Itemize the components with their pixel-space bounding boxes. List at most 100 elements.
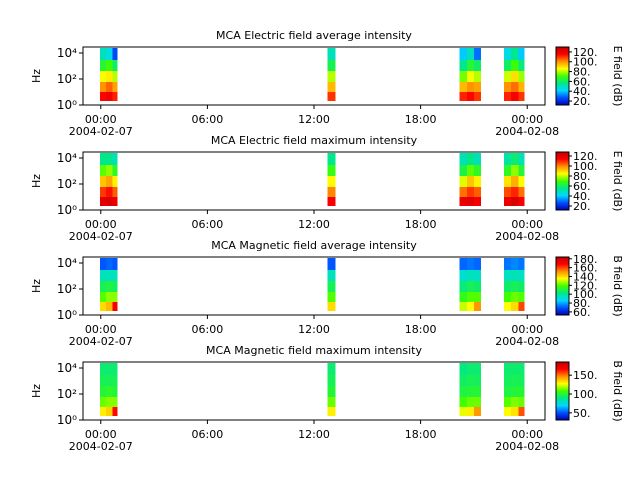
heatmap-cell: [99, 291, 107, 303]
colorbar-swatch: [556, 304, 569, 306]
colorbar-swatch: [556, 71, 569, 73]
colorbar-tick-label: 100.: [573, 160, 598, 173]
panel-title: MCA Electric field maximum intensity: [211, 134, 418, 147]
heatmap-cell: [518, 269, 525, 282]
colorbar-swatch: [556, 186, 569, 188]
heatmap-cell: [504, 81, 512, 93]
heatmap-cell: [473, 152, 482, 165]
heatmap-cell: [504, 176, 512, 187]
colorbar-swatch: [556, 275, 569, 277]
heatmap-cell: [327, 257, 336, 270]
x-tick-label: 06:00: [192, 428, 224, 441]
colorbar-swatch: [556, 205, 569, 207]
colorbar-swatch: [556, 400, 569, 402]
colorbar-swatch: [556, 88, 569, 90]
heatmap-cell: [473, 257, 482, 270]
colorbar-swatch: [556, 381, 569, 383]
heatmap-cell: [459, 291, 467, 303]
colorbar-swatch: [556, 384, 569, 386]
colorbar-swatch: [556, 310, 569, 312]
y-tick-label: 10⁰: [57, 308, 77, 322]
heatmap-cell: [518, 374, 525, 387]
heatmap-cell: [459, 386, 467, 397]
heatmap-cell: [327, 47, 336, 60]
heatmap-cell: [327, 152, 336, 165]
heatmap-cell: [99, 186, 107, 198]
colorbar-tick-label: 140.: [573, 270, 598, 283]
colorbar-swatch: [556, 371, 569, 373]
colorbar-swatch: [556, 415, 569, 417]
heatmap-cell: [511, 152, 519, 165]
colorbar-tick-label: 160.: [573, 262, 598, 275]
colorbar-swatch: [556, 69, 569, 71]
heatmap-cell: [327, 386, 336, 397]
heatmap-cell: [459, 302, 467, 312]
heatmap-cell: [459, 81, 467, 93]
colorbar-tick-label: 100.: [573, 56, 598, 69]
colorbar-swatch: [556, 259, 569, 261]
heatmap-cell: [504, 362, 512, 375]
heatmap-cell: [504, 186, 512, 198]
colorbar-swatch: [556, 414, 569, 416]
heatmap-cell: [473, 47, 482, 60]
colorbar-swatch: [556, 174, 569, 176]
heatmap-cell: [518, 47, 525, 60]
heatmap-cell: [473, 302, 482, 312]
heatmap-cell: [99, 386, 107, 397]
heatmap-cell: [99, 302, 107, 312]
colorbar-swatch: [556, 50, 569, 52]
heatmap-cell: [518, 407, 525, 417]
colorbar-swatch: [556, 77, 569, 79]
x-tick-label: 00:00: [511, 113, 543, 126]
colorbar-swatch: [556, 63, 569, 65]
colorbar-swatch: [556, 268, 569, 270]
heatmap-cell: [459, 164, 467, 177]
heatmap-cell: [327, 302, 336, 312]
colorbar-swatch: [556, 286, 569, 288]
heatmap-cell: [466, 374, 474, 387]
colorbar-swatch: [556, 387, 569, 389]
colorbar-swatch: [556, 295, 569, 297]
colorbar-swatch: [556, 165, 569, 167]
colorbar-swatch: [556, 396, 569, 398]
heatmap-cell: [327, 197, 336, 207]
colorbar-swatch: [556, 192, 569, 194]
heatmap-cell: [473, 362, 482, 375]
colorbar-tick-label: 50.: [573, 407, 591, 420]
heatmap-cell: [99, 59, 107, 72]
colorbar-swatch: [556, 74, 569, 76]
x-tick-label: 12:00: [298, 218, 330, 231]
colorbar-swatch: [556, 407, 569, 409]
colorbar-swatch: [556, 86, 569, 88]
colorbar-swatch: [556, 53, 569, 55]
heatmap-cell: [473, 71, 482, 82]
colorbar-swatch: [556, 406, 569, 408]
heatmap-cell: [504, 92, 512, 102]
heatmap-cell: [511, 269, 519, 282]
colorbar-swatch: [556, 296, 569, 298]
colorbar-swatch: [556, 173, 569, 175]
colorbar-swatch: [556, 401, 569, 403]
panel-title: MCA Magnetic field average intensity: [211, 239, 417, 252]
colorbar-swatch: [556, 292, 569, 294]
heatmap-cell: [466, 281, 474, 292]
date-label: 2004-02-07: [69, 335, 133, 348]
x-tick-label: 00:00: [511, 323, 543, 336]
colorbar-swatch: [556, 272, 569, 274]
colorbar-swatch: [556, 380, 569, 382]
colorbar-swatch: [556, 170, 569, 172]
heatmap-cell: [106, 186, 113, 198]
heatmap-cell: [504, 71, 512, 82]
colorbar-swatch: [556, 391, 569, 393]
colorbar-swatch: [556, 51, 569, 53]
heatmap-cell: [518, 186, 525, 198]
heatmap-cell: [511, 197, 519, 207]
colorbar-swatch: [556, 297, 569, 299]
colorbar-swatch: [556, 402, 569, 404]
heatmap-cell: [511, 47, 519, 60]
heatmap-cell: [466, 197, 474, 207]
colorbar-frame: [555, 151, 570, 211]
heatmap-cell: [466, 386, 474, 397]
y-tick-label: 10⁴: [57, 151, 77, 165]
